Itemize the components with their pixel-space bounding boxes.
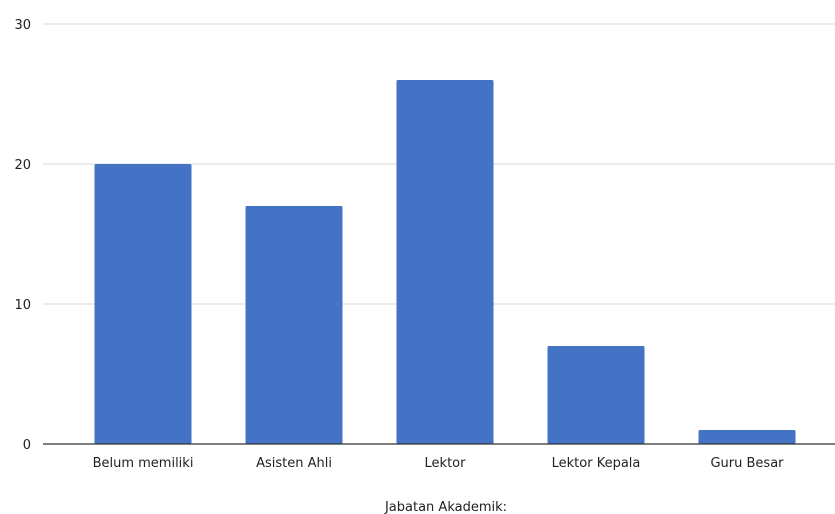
bar-lektor-kepala[interactable] — [547, 346, 645, 444]
x-axis-title: Jabatan Akademik: — [384, 500, 507, 514]
bar-guru-besar[interactable] — [698, 430, 796, 444]
bar-belum-memiliki[interactable] — [94, 164, 192, 444]
bar-lektor[interactable] — [396, 80, 494, 444]
x-tick-label-guru-besar: Guru Besar — [710, 456, 784, 471]
y-tick-label-20: 20 — [14, 158, 31, 173]
y-tick-label-0: 0 — [23, 438, 31, 453]
y-tick-label-10: 10 — [14, 298, 31, 313]
y-axis-ticks: 0 10 20 30 — [14, 18, 31, 453]
bar-asisten-ahli[interactable] — [245, 206, 343, 444]
x-axis-ticks: Belum memiliki Asisten Ahli Lektor Lektor K… — [93, 456, 785, 471]
x-tick-label-lektor: Lektor — [425, 456, 467, 471]
y-tick-label-30: 30 — [14, 18, 31, 33]
x-tick-label-belum-memiliki: Belum memiliki — [93, 456, 194, 471]
x-tick-label-asisten-ahli: Asisten Ahli — [256, 456, 332, 471]
bars — [94, 80, 796, 444]
x-tick-label-lektor-kepala: Lektor Kepala — [552, 456, 641, 471]
